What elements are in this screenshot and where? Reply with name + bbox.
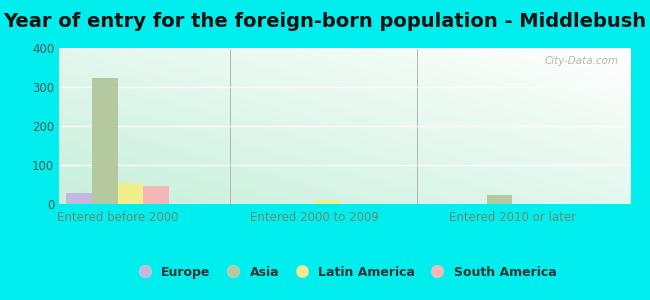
Bar [66,193,92,204]
Text: Year of entry for the foreign-born population - Middlebush: Year of entry for the foreign-born popul… [3,12,647,31]
Bar [143,186,169,204]
Bar [315,200,341,204]
Legend: Europe, Asia, Latin America, South America: Europe, Asia, Latin America, South Ameri… [133,266,556,279]
Text: City-Data.com: City-Data.com [545,56,619,66]
Bar [486,195,512,204]
Bar [118,182,143,204]
Bar [92,78,118,204]
